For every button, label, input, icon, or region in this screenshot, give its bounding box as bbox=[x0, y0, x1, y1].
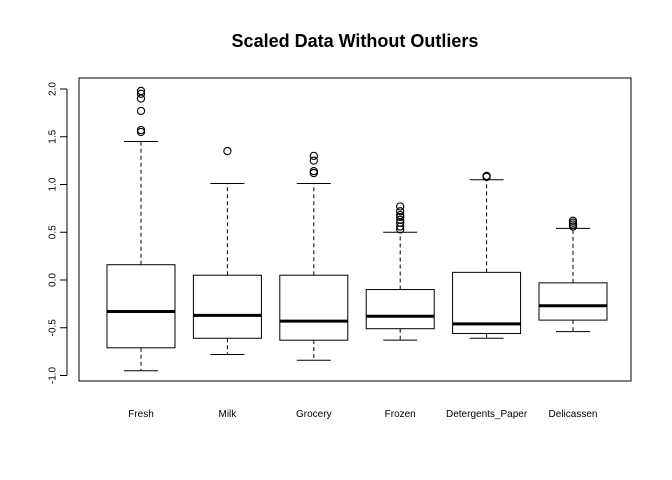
y-tick-label: 0.5 bbox=[48, 225, 59, 239]
y-tick-label: 2.0 bbox=[48, 82, 59, 96]
y-tick-label: 1.5 bbox=[48, 129, 59, 143]
outlier-point bbox=[396, 207, 405, 216]
box-fresh bbox=[106, 86, 176, 372]
iqr-box bbox=[279, 274, 349, 341]
outlier-point bbox=[396, 202, 405, 211]
x-category-label: Delicassen bbox=[549, 409, 598, 420]
x-axis-labels: Fresh Milk Grocery Frozen Detergents_Paper De… bbox=[128, 409, 597, 420]
x-category-label: Fresh bbox=[128, 409, 154, 420]
x-category-label: Frozen bbox=[385, 409, 416, 420]
x-category-label: Detergents_Paper bbox=[446, 409, 528, 420]
outlier-point bbox=[309, 151, 318, 160]
outlier-point bbox=[309, 156, 318, 165]
outlier-point bbox=[482, 171, 491, 181]
y-tick-label: 0.0 bbox=[48, 273, 59, 287]
x-category-label: Milk bbox=[219, 409, 238, 420]
outlier-point bbox=[309, 166, 318, 176]
y-tick-label: -1.0 bbox=[48, 366, 59, 384]
plot-frame bbox=[78, 77, 632, 382]
outlier-point bbox=[396, 215, 405, 224]
chart-title: Scaled Data Without Outliers bbox=[232, 31, 479, 51]
iqr-box bbox=[192, 274, 262, 339]
iqr-box bbox=[365, 289, 435, 330]
y-tick-label: 1.0 bbox=[48, 177, 59, 191]
outlier-point bbox=[568, 216, 578, 225]
x-category-label: Grocery bbox=[296, 409, 332, 420]
box-delicassen bbox=[538, 216, 608, 333]
y-axis: -1.0 -0.5 0.0 0.5 1.0 1.5 2.0 bbox=[48, 82, 68, 384]
outlier-point bbox=[223, 146, 232, 156]
box-milk bbox=[192, 146, 262, 355]
y-tick-label: -0.5 bbox=[48, 319, 59, 337]
outlier-point bbox=[136, 89, 146, 98]
iqr-box bbox=[106, 264, 176, 349]
outlier-point bbox=[136, 86, 146, 96]
outlier-point bbox=[136, 106, 146, 116]
iqr-box bbox=[538, 282, 608, 321]
box-grocery bbox=[279, 151, 349, 361]
box-detergents-paper bbox=[452, 171, 522, 339]
boxes bbox=[106, 86, 608, 372]
outlier-point bbox=[396, 210, 405, 220]
outlier-point bbox=[136, 125, 146, 135]
box-frozen bbox=[365, 202, 435, 341]
